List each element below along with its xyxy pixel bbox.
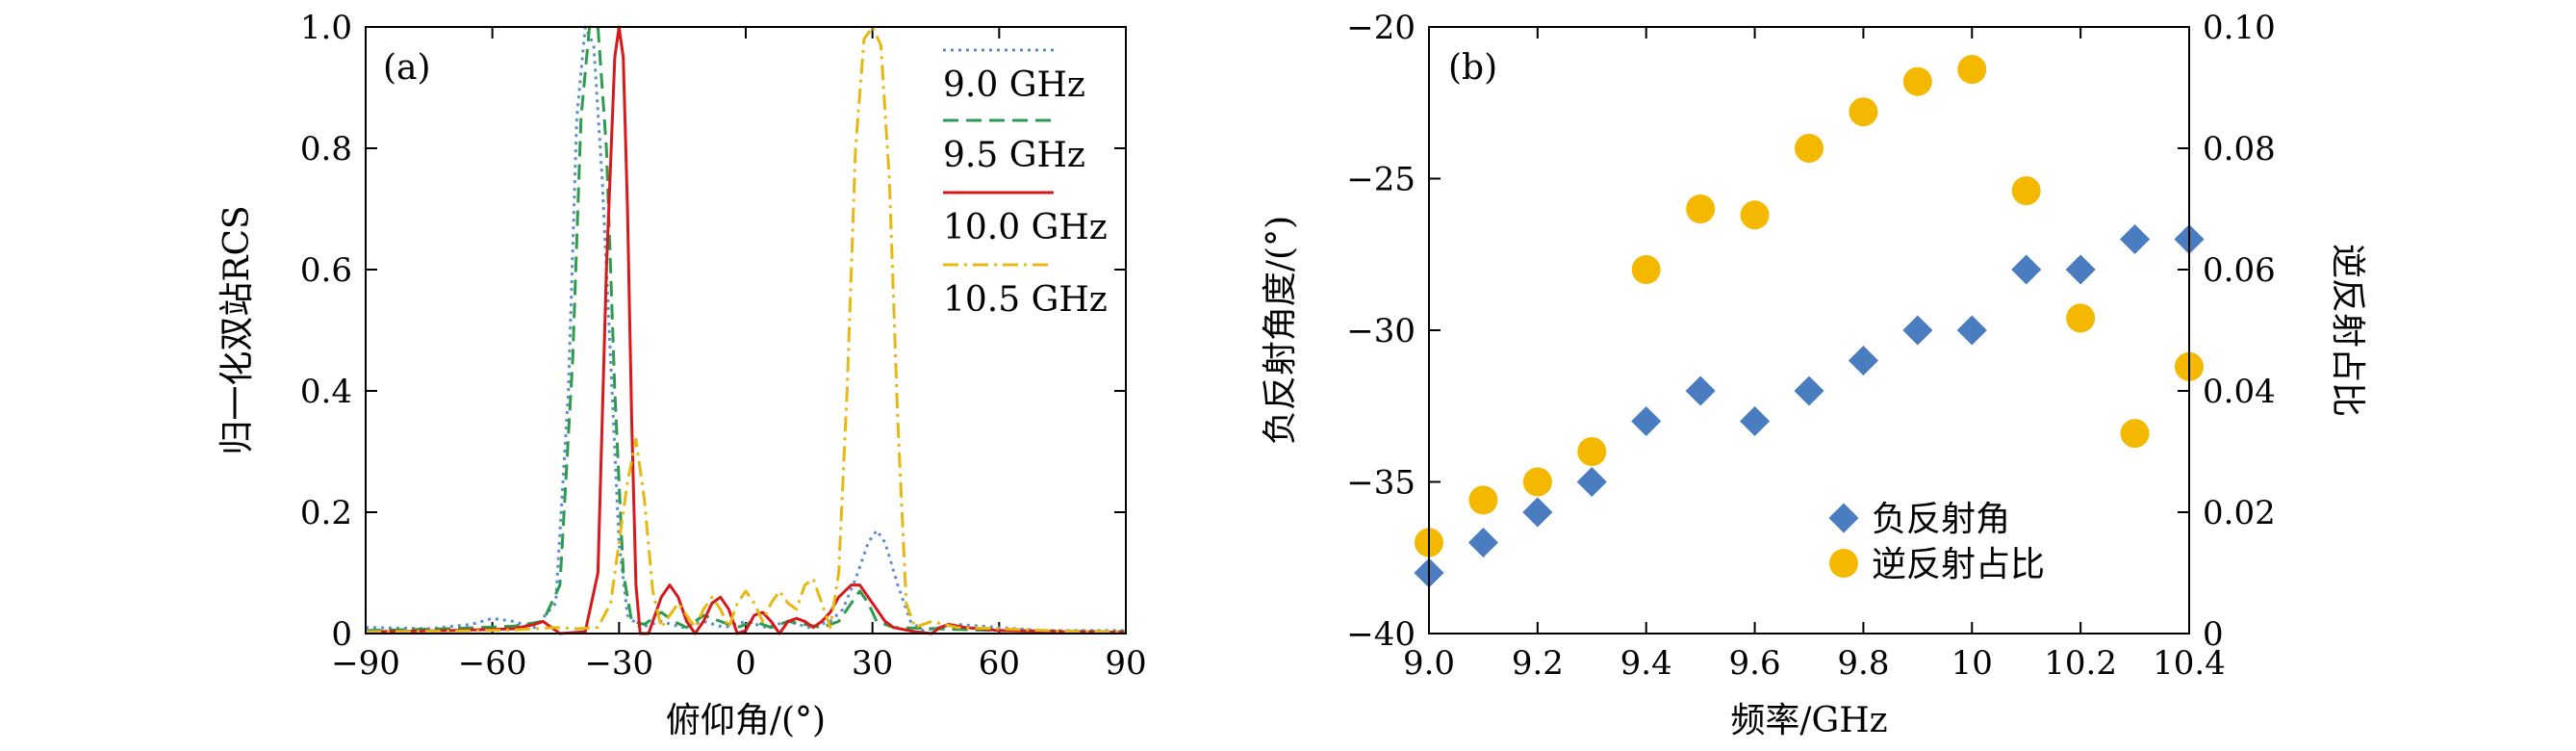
retroreflection-ratio-point [1468,485,1498,515]
panel-a-x-tick-label: 90 [1105,644,1146,683]
retroreflection-ratio-point [2066,303,2096,333]
panel-b-ticks: 9.0 9.2 9.4 9.6 9.8 10 10.2 10.4 −40 −35 −30 −25 −20… [1346,9,2275,683]
panel-b-x-tick-label: 10 [1951,644,1993,683]
panel-a-y-tick-label: 0.8 [300,130,352,168]
negative-reflection-angle-point [1522,497,1553,528]
panel-b-x-axis-label: 频率/GHz [1730,701,1887,740]
series-line-9-5-ghz [365,25,1127,634]
series-line-10-0-ghz [365,25,1127,635]
panel-b-left-y-tick-label: −20 [1346,9,1416,47]
panel-b-right-y-tick-label: 0.08 [2203,130,2276,168]
panel-b-left-y-tick-label: −30 [1346,312,1416,350]
panel-b-right-y-tick-label: 0.10 [2203,9,2276,47]
panel-a-x-axis-label: 俯仰角/(°) [666,701,826,740]
panel-b-plot-frame [1428,26,2190,634]
panel-b-left-y-axis-label: 负反射角度/(°) [1261,216,1300,445]
legend-label-10-0-ghz: 10.0 GHz [943,208,1108,247]
legend-label-9-0-ghz: 9.0 GHz [943,65,1085,105]
panel-a-label: (a) [383,48,431,88]
negative-reflection-angle-point [1631,405,1662,437]
legend-circle-marker [1829,549,1858,578]
panel-a-series-lines [365,25,1127,635]
panel-a-y-tick-label: 0.2 [300,494,352,532]
panel-b-right-y-tick-label: 0.04 [2203,373,2276,411]
panel-b-left-y-tick-label: −35 [1346,464,1416,503]
legend-label-9-5-ghz: 9.5 GHz [943,136,1085,175]
negative-reflection-angle-point [1794,376,1824,406]
legend-diamond-marker [1828,503,1859,533]
legend-label-negative-reflection-angle: 负反射角 [1872,500,2010,539]
panel-b-chart: 9.0 9.2 9.4 9.6 9.8 10 10.2 10.4 −40 −35 −30 −25 −20… [1261,9,2367,740]
panel-a-y-tick-label: 1.0 [300,9,352,47]
retroreflection-ratio-point [1522,467,1552,497]
legend-label-10-5-ghz: 10.5 GHz [943,280,1108,320]
series-line-9-0-ghz [365,25,1126,633]
panel-a-x-tick-label: −30 [584,644,653,683]
negative-reflection-angle-point [1956,315,1987,346]
panel-b-label: (b) [1448,48,1497,88]
panel-b-legend: 负反射角 逆反射占比 [1828,500,2045,584]
panel-b-x-tick-label: 9.2 [1512,644,1564,683]
retroreflection-ratio-point [1957,55,1987,85]
negative-reflection-angle-point [2120,223,2151,255]
retroreflection-ratio-point [1631,255,1661,284]
panel-b-right-y-tick-label: 0 [2203,615,2224,654]
legend-label-retroreflection-ratio: 逆反射占比 [1872,545,2045,584]
panel-b-right-y-tick-label: 0.02 [2203,494,2276,532]
negative-reflection-angle-point [1576,466,1607,498]
panel-a-x-tick-label: 60 [979,644,1020,683]
panel-b-x-tick-label: 9.4 [1620,644,1672,683]
panel-b-x-tick-label: 9.8 [1837,644,1889,683]
panel-a-y-tick-label: 0.4 [300,373,352,411]
panel-a-x-tick-label: 30 [852,644,893,683]
panel-a-y-tick-label: 0.6 [300,251,352,290]
negative-reflection-angle-point [2065,254,2096,285]
panel-b-x-tick-label: 10.2 [2044,644,2117,683]
panel-a-plot-frame [365,26,1127,634]
panel-a-x-tick-label: −60 [458,644,527,683]
retroreflection-ratio-point [1795,134,1824,163]
retroreflection-ratio-point [1849,97,1878,127]
panel-b-left-y-tick-label: −25 [1346,161,1416,199]
panel-b-x-tick-label: 9.6 [1729,644,1781,683]
panel-b-x-tick-label: 9.0 [1403,644,1455,683]
panel-b-x-tick-label: 10.4 [2153,644,2226,683]
retroreflection-ratio-point [1686,194,1716,223]
retroreflection-ratio-point [2011,176,2041,206]
negative-reflection-angle-point [1848,345,1878,376]
panel-a-x-tick-label: 0 [735,644,756,683]
panel-a-y-axis-label: 归一化双站RCS [217,205,257,454]
series-line-10-5-ghz [365,25,1127,634]
panel-b-right-y-tick-label: 0.06 [2203,251,2276,290]
negative-reflection-angle-point [1685,376,1716,406]
panel-a-x-tick-label: −90 [331,644,400,683]
panel-b-right-y-axis-label: 逆反射占比 [2328,244,2367,417]
panel-b-left-y-tick-label: −40 [1346,615,1416,654]
retroreflection-ratio-point [1740,200,1770,230]
panel-a-chart: −90 −60 −30 0 30 60 90 0 0.2 0.4 0.6 0.8 1.0 (a) 俯仰角… [217,9,1147,740]
negative-reflection-angle-point [1740,405,1771,437]
panel-a-y-tick-label: 0 [331,615,352,654]
negative-reflection-angle-point [2011,254,2042,285]
panel-a-legend: 9.0 GHz 9.5 GHz 10.0 GHz 10.5 GHz [943,48,1108,320]
panel-a-ticks: −90 −60 −30 0 30 60 90 0 0.2 0.4 0.6 0.8 1.0 [300,9,1147,683]
retroreflection-ratio-point [2120,419,2150,449]
retroreflection-ratio-point [1902,66,1932,96]
negative-reflection-angle-point [1467,527,1498,558]
retroreflection-ratio-point [1577,437,1607,466]
panel-b-markers [1414,55,2205,588]
negative-reflection-angle-point [1902,315,1933,346]
